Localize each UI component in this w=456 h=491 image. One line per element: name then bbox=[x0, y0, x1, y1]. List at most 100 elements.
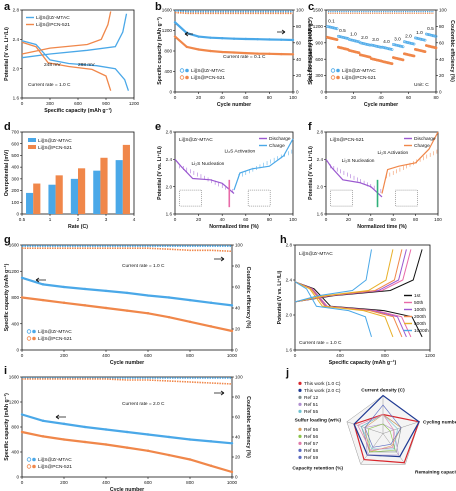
h-legend-label: 1st bbox=[414, 293, 421, 299]
c-capacity-point bbox=[430, 33, 434, 37]
c-capacity-point bbox=[350, 38, 354, 42]
g-xtick-label: 800 bbox=[186, 353, 194, 358]
j-legend-label: Ref 12 bbox=[304, 395, 318, 401]
c-capacity-point bbox=[374, 44, 377, 48]
i-capacity-point bbox=[20, 430, 24, 434]
e-annotation: Li₂S Nucleation bbox=[192, 161, 225, 167]
c-rate-label: 2.0 bbox=[361, 35, 368, 41]
h-xtick-label: 0 bbox=[294, 353, 297, 358]
i-y2label: Coulombic efficiency (%) bbox=[245, 396, 251, 458]
g-annotation: Current rate = 1.0 C bbox=[122, 263, 165, 269]
i-legend-marker bbox=[26, 464, 32, 469]
c-legend-marker bbox=[336, 68, 340, 73]
c-rate-label: 3.0 bbox=[372, 37, 379, 43]
a-legend-label: Li||S@PCN-521 bbox=[36, 22, 70, 28]
c-legend-marker bbox=[330, 75, 336, 80]
g-capacity-point bbox=[83, 287, 87, 291]
b-y2tick-label: 0 bbox=[296, 90, 299, 95]
c-capacity-point bbox=[385, 46, 388, 50]
panel-f: f bbox=[308, 121, 312, 133]
a-xtick-label: 900 bbox=[102, 101, 110, 106]
c-capacity-point bbox=[408, 41, 412, 45]
i-capacity-point bbox=[104, 428, 108, 431]
i-ytick-label: 1200 bbox=[9, 400, 20, 405]
b-capacity-point bbox=[280, 38, 283, 41]
c-ylabel: Specific capacity (mAh g⁻¹) bbox=[308, 17, 314, 85]
i-ce-line bbox=[22, 378, 233, 385]
h-legend-label: 100th bbox=[414, 307, 426, 313]
chart-j: Current density (C) Cycling number Remaini… bbox=[292, 381, 456, 476]
c-capacity-point bbox=[422, 38, 426, 42]
b-capacity-point bbox=[209, 36, 212, 39]
j-axis-label: Cycling number bbox=[423, 420, 456, 426]
b-ytick-label: 1200 bbox=[162, 28, 173, 33]
b-y2tick-label: 20 bbox=[296, 73, 302, 78]
c-xlabel: Cycle number bbox=[364, 102, 398, 108]
c-rate-label: 1.0 bbox=[350, 32, 357, 38]
i-y2tick-label: 80 bbox=[235, 395, 241, 400]
c-capacity-point bbox=[431, 34, 435, 38]
b-capacity-point bbox=[185, 45, 188, 49]
i-ytick-label: 0 bbox=[16, 475, 19, 480]
c-capacity-point bbox=[328, 25, 332, 29]
c-capacity-point bbox=[336, 34, 340, 38]
e-inset-left bbox=[179, 189, 202, 207]
e-ytick-label: 1.6 bbox=[166, 212, 173, 217]
c-y2label: Coulombic efficiency (%) bbox=[449, 20, 455, 82]
a-ytick-label: 2.8 bbox=[13, 8, 20, 13]
d-xtick-label: 3 bbox=[105, 217, 108, 222]
d-legend-label: Li||S@PCN-521 bbox=[38, 145, 72, 151]
d-ytick-label: 700 bbox=[11, 130, 19, 135]
c-capacity-point bbox=[356, 40, 360, 43]
f-ytick-label: 2.8 bbox=[317, 130, 324, 135]
d-xtick-label: 1 bbox=[49, 217, 52, 222]
g-legend-marker bbox=[32, 336, 36, 341]
c-capacity-point bbox=[375, 44, 379, 48]
c-capacity-point bbox=[363, 42, 366, 46]
c-xtick-label: 40 bbox=[378, 95, 384, 100]
j-series-polygon bbox=[353, 413, 420, 464]
i-xtick-label: 0 bbox=[21, 480, 24, 485]
c-capacity-point bbox=[386, 47, 390, 50]
e-xtick-label: 40 bbox=[220, 217, 226, 222]
i-legend-marker bbox=[32, 457, 36, 462]
c-rate-label: 2.0 bbox=[405, 34, 412, 40]
j-series-polygon bbox=[353, 394, 420, 458]
g-xtick-label: 200 bbox=[60, 353, 68, 358]
f-ytick-label: 2.4 bbox=[317, 157, 324, 162]
c-rate-label: 0.1 bbox=[328, 18, 335, 24]
h-legend-label: 200th bbox=[414, 314, 426, 320]
e-ytick-label: 2.8 bbox=[166, 130, 173, 135]
f-xtick-label: 0 bbox=[325, 217, 328, 222]
b-ce-line bbox=[174, 11, 293, 15]
j-axis-label: Sulfur loading (wt%) bbox=[295, 418, 342, 424]
g-ylabel: Specific capacity (mAh g⁻¹) bbox=[4, 263, 10, 331]
c-rate-label: 4.0 bbox=[383, 39, 390, 45]
g-y2tick-label: 80 bbox=[235, 264, 241, 269]
i-xtick-label: 1000 bbox=[227, 480, 238, 485]
i-legend-label: Li||S@Zr-MTAC bbox=[38, 457, 72, 463]
f-ytick-label: 2.0 bbox=[317, 184, 324, 189]
g-legend-marker bbox=[32, 329, 36, 334]
c-capacity-point bbox=[376, 45, 380, 49]
g-capacity-point bbox=[104, 306, 108, 310]
d-legend-swatch bbox=[28, 145, 36, 149]
c-capacity-point bbox=[419, 37, 423, 41]
i-capacity-point bbox=[62, 438, 66, 441]
c-capacity-point bbox=[369, 43, 373, 47]
j-legend-label: Ref 58 bbox=[304, 448, 318, 454]
g-capacity-point bbox=[125, 291, 129, 295]
d-xtick-label: 0.5 bbox=[19, 217, 26, 222]
d-bar bbox=[33, 183, 41, 214]
i-capacity-point bbox=[146, 433, 150, 436]
i-capacity-point bbox=[20, 413, 24, 416]
b-legend-label: Li||S@Zr-MTAC bbox=[191, 68, 225, 74]
i-capacity-point bbox=[83, 440, 87, 444]
i-capacity-point bbox=[62, 422, 66, 426]
c-y2tick-label: 40 bbox=[439, 57, 445, 62]
c-capacity-point bbox=[339, 35, 343, 39]
e-annotation: Li₂S Activation bbox=[225, 149, 256, 155]
c-capacity-point bbox=[434, 46, 438, 50]
a-ytick-label: 2.0 bbox=[13, 66, 20, 71]
